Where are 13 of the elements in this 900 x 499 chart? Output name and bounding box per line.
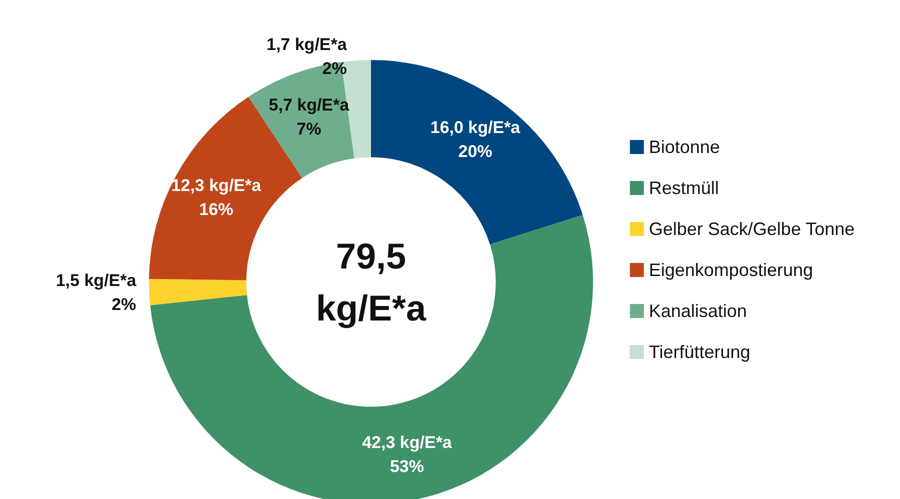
legend-label: Tierfütterung bbox=[648, 342, 750, 362]
legend-label: Restmüll bbox=[648, 178, 719, 198]
legend-label: Eigenkompostierung bbox=[648, 260, 813, 280]
data-label: 5,7 kg/E*a 7% bbox=[268, 95, 350, 138]
data-label: 12,3 kg/E*a 16% bbox=[171, 176, 262, 219]
data-label: 16,0 kg/E*a 20% bbox=[430, 118, 521, 162]
text: 79,5 kg/E*a bbox=[316, 236, 428, 328]
data-label: 42,3 kg/E*a 53% bbox=[362, 433, 452, 476]
data-label: 1,5 kg/E*a 2% bbox=[56, 270, 137, 314]
legend-label: Biotonne bbox=[648, 137, 720, 157]
data-label: 1,7 kg/E*a 2% bbox=[266, 34, 348, 78]
legend-label: Kanalisation bbox=[648, 301, 747, 321]
legend-label: Gelber Sack/Gelbe Tonne bbox=[648, 219, 855, 239]
